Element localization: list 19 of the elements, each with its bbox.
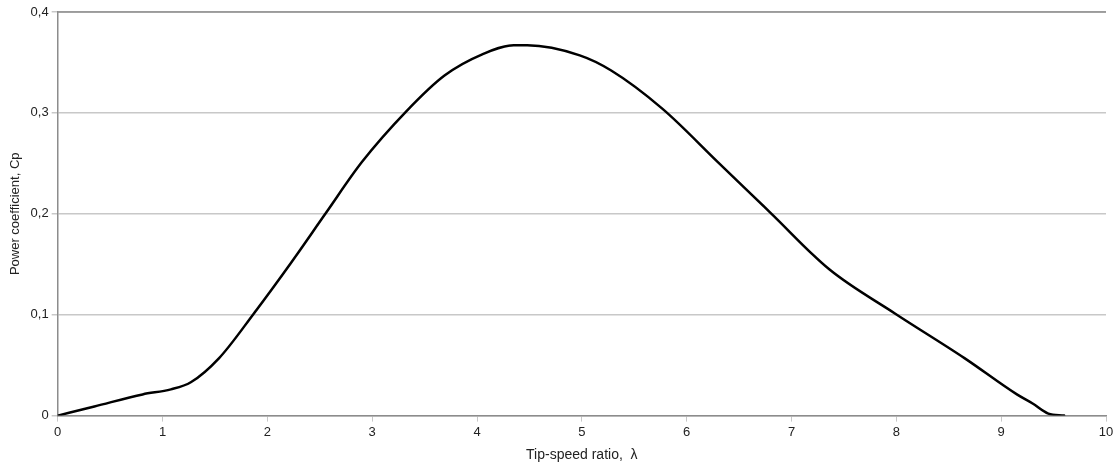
x-tick-label: 8 [892, 423, 900, 439]
x-tick-label: 3 [368, 423, 376, 439]
y-tick-label: 0,4 [30, 3, 49, 19]
line-series [57, 44, 1066, 416]
y-axis-title: Power coefficient, Cp [7, 152, 23, 276]
y-tick-label: 0,3 [30, 104, 49, 120]
y-tick-label: 0,1 [30, 306, 49, 322]
x-tick-label: 6 [683, 423, 691, 439]
y-tick-label: 0,2 [30, 205, 49, 221]
y-tick-label: 0 [41, 407, 49, 423]
x-tick-label: 1 [158, 423, 167, 439]
x-tick-label: 7 [787, 423, 796, 439]
x-tick-label: 5 [578, 423, 586, 439]
x-axis-title: Tip-speed ratio, λ [526, 446, 638, 463]
x-tick-label: 0 [54, 423, 62, 439]
x-tick-label: 9 [997, 423, 1005, 439]
x-tick-label: 10 [1098, 423, 1114, 439]
x-tick-label: 2 [263, 423, 271, 439]
x-tick-label: 4 [473, 423, 481, 439]
